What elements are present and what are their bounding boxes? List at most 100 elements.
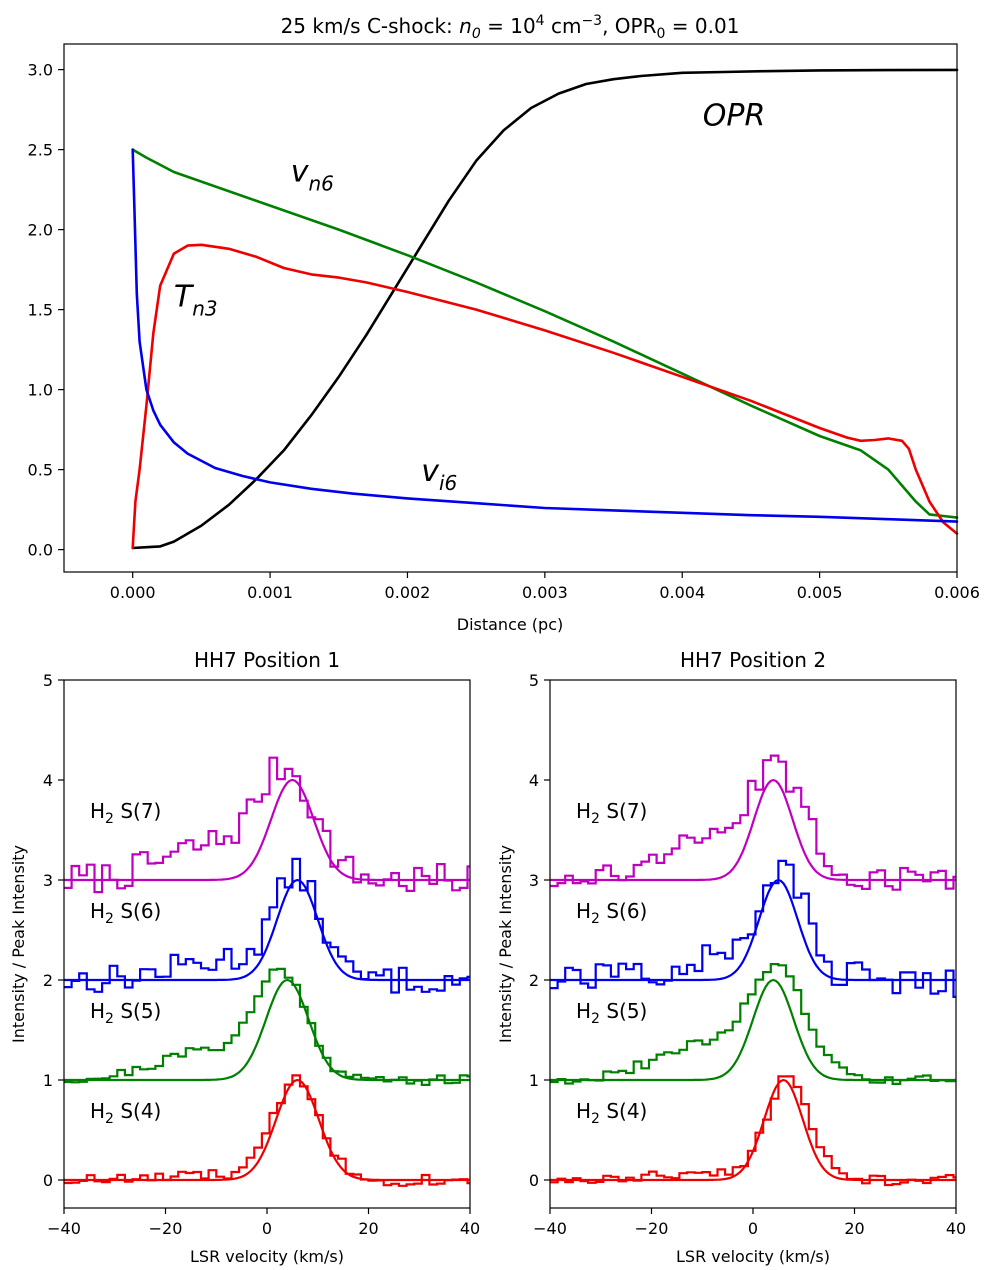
annotation-subscript: i6 <box>439 471 457 495</box>
top-panel-title: 25 km/s C-shock: n0 = 104 cm−3, OPR0 = 0… <box>281 13 740 42</box>
y-tick-label: 1.5 <box>28 301 53 320</box>
hh7-position-1-panel: HH7 Position 1 H2 S(7)H2 S(6)H2 S(5)H2 S… <box>9 648 480 1266</box>
label-h: H <box>576 899 591 923</box>
line-label-1: H2 S(6) <box>576 899 647 927</box>
y-tick-label: 2 <box>43 971 53 990</box>
label-transition: S(6) <box>114 899 161 923</box>
label-h-subscript: 2 <box>591 1011 600 1027</box>
y-tick-label: 1.0 <box>28 381 53 400</box>
title-equals-ten: = 10 <box>481 14 536 38</box>
vi6-label: vi6 <box>421 454 457 495</box>
title-unit: cm <box>545 14 582 38</box>
vn6-label: vn6 <box>291 155 334 196</box>
x-tick-label: 40 <box>460 1219 480 1238</box>
p1-x-ticks: −40 −20 0 20 40 <box>47 1208 480 1238</box>
model-fit-2 <box>64 978 470 1082</box>
label-h-subscript: 2 <box>105 1011 114 1027</box>
annotation-main: v <box>291 155 310 190</box>
hh7-position-2-panel: HH7 Position 2 H2 S(7)H2 S(6)H2 S(5)H2 S… <box>496 648 966 1266</box>
y-tick-label: 4 <box>43 771 53 790</box>
model-fit-0 <box>64 778 470 882</box>
line-label-2: H2 S(5) <box>576 999 647 1027</box>
title-opr-value: = 0.01 <box>665 14 739 38</box>
x-tick-label: 0.000 <box>110 583 156 602</box>
observed-spectrum-1 <box>550 859 956 998</box>
x-tick-label: −40 <box>533 1219 567 1238</box>
label-h: H <box>576 999 591 1023</box>
annotation-subscript: n6 <box>308 172 333 196</box>
label-transition: S(5) <box>114 999 161 1023</box>
x-tick-label: 0.005 <box>797 583 843 602</box>
title-unit-exponent: −3 <box>581 13 602 29</box>
model-fit-0 <box>550 778 956 882</box>
label-h-subscript: 2 <box>591 1111 600 1127</box>
p2-x-ticks: −40 −20 0 20 40 <box>533 1208 966 1238</box>
p1-title: HH7 Position 1 <box>194 648 340 672</box>
y-tick-label: 4 <box>529 771 539 790</box>
line-label-2: H2 S(5) <box>90 999 161 1027</box>
observed-spectrum-2 <box>550 963 956 1085</box>
title-opr-subscript: 0 <box>657 26 666 42</box>
y-tick-label: 0 <box>529 1171 539 1190</box>
tn3-label: Tn3 <box>174 279 218 320</box>
annotation-subscript: n3 <box>192 296 217 320</box>
label-transition: S(7) <box>114 799 161 823</box>
model-fit-1 <box>550 878 956 982</box>
label-h-subscript: 2 <box>105 1111 114 1127</box>
p2-series-group <box>550 754 956 1187</box>
title-n-subscript: 0 <box>472 26 481 42</box>
y-tick-label: 1 <box>43 1071 53 1090</box>
tn3-curve <box>131 243 959 550</box>
x-tick-label: −20 <box>635 1219 669 1238</box>
x-tick-label: 0 <box>262 1219 272 1238</box>
title-prefix: 25 km/s C-shock: <box>281 14 460 38</box>
line-label-1: H2 S(6) <box>90 899 161 927</box>
x-tick-label: 0.004 <box>659 583 705 602</box>
model-fit-1 <box>64 878 470 982</box>
y-tick-label: 2 <box>529 971 539 990</box>
y-tick-label: 5 <box>43 671 53 690</box>
y-tick-label: 0 <box>43 1171 53 1190</box>
x-tick-label: −40 <box>47 1219 81 1238</box>
p2-y-axis-label: Intensity / Peak Intensity <box>496 845 515 1043</box>
top-x-ticks: 0.000 0.001 0.002 0.003 0.004 0.005 0.006 <box>110 572 980 602</box>
label-h: H <box>90 1099 105 1123</box>
x-tick-label: 20 <box>844 1219 864 1238</box>
p2-axes-frame <box>549 679 957 1209</box>
line-label-0: H2 S(7) <box>90 799 161 827</box>
label-transition: S(5) <box>600 999 647 1023</box>
label-transition: S(4) <box>600 1099 647 1123</box>
y-tick-label: 5 <box>529 671 539 690</box>
label-h: H <box>90 799 105 823</box>
label-h-subscript: 2 <box>591 811 600 827</box>
y-tick-label: 0.0 <box>28 541 53 560</box>
p1-y-axis-label: Intensity / Peak Intensity <box>9 845 28 1043</box>
observed-spectrum-1 <box>64 857 470 994</box>
line-label-3: H2 S(4) <box>576 1099 647 1127</box>
y-tick-label: 2.5 <box>28 141 53 160</box>
opr-curve <box>131 68 959 550</box>
x-tick-label: 20 <box>358 1219 378 1238</box>
label-h: H <box>90 899 105 923</box>
label-h: H <box>576 1099 591 1123</box>
line-label-3: H2 S(4) <box>90 1099 161 1127</box>
p2-y-ticks: 0 1 2 3 4 5 <box>529 671 550 1190</box>
annotation-main: T <box>174 279 195 314</box>
p1-series-group <box>64 756 470 1187</box>
model-fit-2 <box>550 978 956 1082</box>
title-n-symbol: n <box>459 14 472 38</box>
label-h: H <box>576 799 591 823</box>
p2-x-axis-label: LSR velocity (km/s) <box>676 1247 830 1266</box>
y-tick-label: 0.5 <box>28 461 53 480</box>
observed-spectrum-0 <box>64 756 470 894</box>
y-tick-label: 1 <box>529 1071 539 1090</box>
x-tick-label: 0 <box>748 1219 758 1238</box>
label-transition: S(4) <box>114 1099 161 1123</box>
line-label-0: H2 S(7) <box>576 799 647 827</box>
p2-line-labels: H2 S(7)H2 S(6)H2 S(5)H2 S(4) <box>576 799 647 1127</box>
model-fit-3 <box>550 1078 956 1182</box>
top-y-ticks: 0.0 0.5 1.0 1.5 2.0 2.5 3.0 <box>28 61 64 560</box>
annotation-main: OPR <box>703 99 766 134</box>
